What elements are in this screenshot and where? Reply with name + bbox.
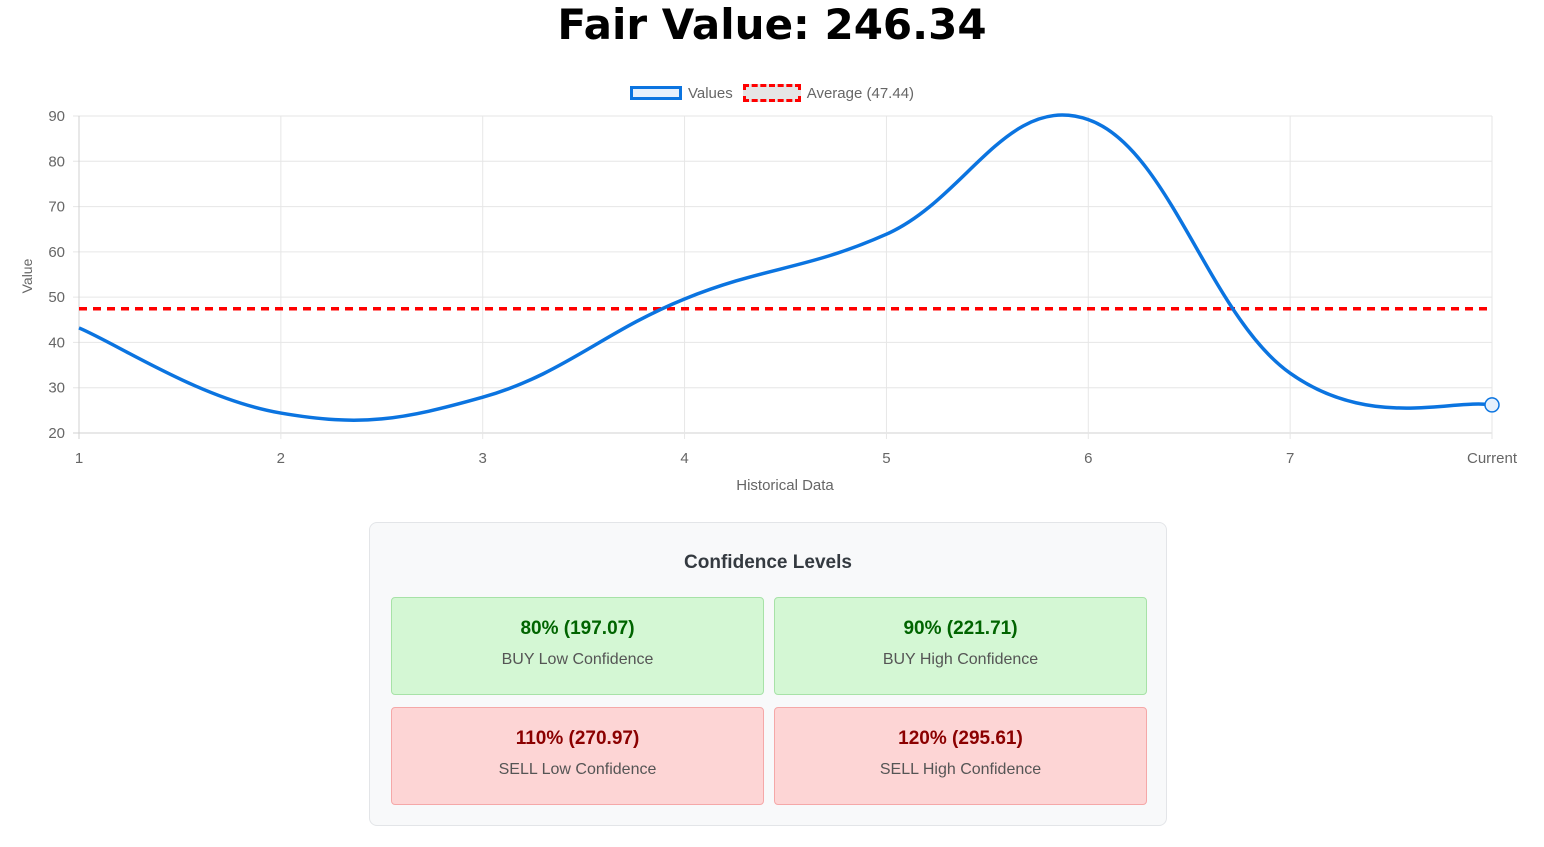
y-tick-label: 60 <box>48 244 65 261</box>
y-tick-label: 30 <box>48 380 65 397</box>
x-tick-label: 4 <box>680 450 688 467</box>
card-label: BUY Low Confidence <box>501 651 654 668</box>
current-point-marker[interactable] <box>1484 397 1500 413</box>
average-swatch-icon <box>742 84 801 102</box>
legend-item-values[interactable]: Values <box>629 84 733 102</box>
x-tick-label: 6 <box>1084 450 1092 467</box>
values-swatch-icon <box>629 86 682 100</box>
line-chart: 20 30 40 50 60 70 80 90 1 2 3 4 5 6 7 Current Value Hi… <box>19 108 1518 494</box>
y-axis-label: Value <box>19 258 35 293</box>
chart-legend: Values Average (47.44) <box>0 84 1544 102</box>
x-axis-label: Historical Data <box>736 477 834 494</box>
buy-low-confidence-card: 80% (197.07) BUY Low Confidence <box>391 597 764 695</box>
buy-high-confidence-card: 90% (221.71) BUY High Confidence <box>774 597 1147 695</box>
legend-item-average[interactable]: Average (47.44) <box>742 84 915 102</box>
x-axis-ticks: 1 2 3 4 5 6 7 Current <box>75 450 1518 467</box>
confidence-title: Confidence Levels <box>684 552 852 573</box>
values-line <box>78 113 1493 422</box>
card-value: 110% (270.97) <box>515 728 640 749</box>
y-tick-label: 80 <box>48 153 65 170</box>
y-tick-label: 20 <box>48 425 65 442</box>
y-tick-label: 40 <box>48 334 65 351</box>
card-label: BUY High Confidence <box>882 651 1039 668</box>
y-axis-ticks: 20 30 40 50 60 70 80 90 <box>48 108 65 442</box>
x-tick-label: 2 <box>277 450 285 467</box>
card-value: 80% (197.07) <box>520 618 635 639</box>
y-tick-label: 50 <box>48 289 65 306</box>
legend-label-average: Average (47.44) <box>806 84 915 102</box>
y-tick-label: 90 <box>48 108 65 125</box>
card-label: SELL High Confidence <box>879 761 1042 778</box>
confidence-levels-panel: Confidence Levels 80% (197.07) BUY Low C… <box>369 522 1167 826</box>
x-tick-label: 7 <box>1286 450 1294 467</box>
card-label: SELL Low Confidence <box>498 761 657 778</box>
legend-label-values: Values <box>687 84 733 102</box>
y-tick-label: 70 <box>48 199 65 216</box>
page-title: Fair Value: 246.34 <box>557 0 987 49</box>
x-tick-label: 1 <box>75 450 83 467</box>
x-tick-label: Current <box>1467 450 1518 467</box>
x-tick-label: 5 <box>882 450 890 467</box>
sell-high-confidence-card: 120% (295.61) SELL High Confidence <box>774 707 1147 805</box>
x-tick-label: 3 <box>479 450 487 467</box>
card-value: 90% (221.71) <box>903 618 1018 639</box>
chart-grid <box>73 115 1493 439</box>
card-value: 120% (295.61) <box>898 728 1023 749</box>
sell-low-confidence-card: 110% (270.97) SELL Low Confidence <box>391 707 764 805</box>
